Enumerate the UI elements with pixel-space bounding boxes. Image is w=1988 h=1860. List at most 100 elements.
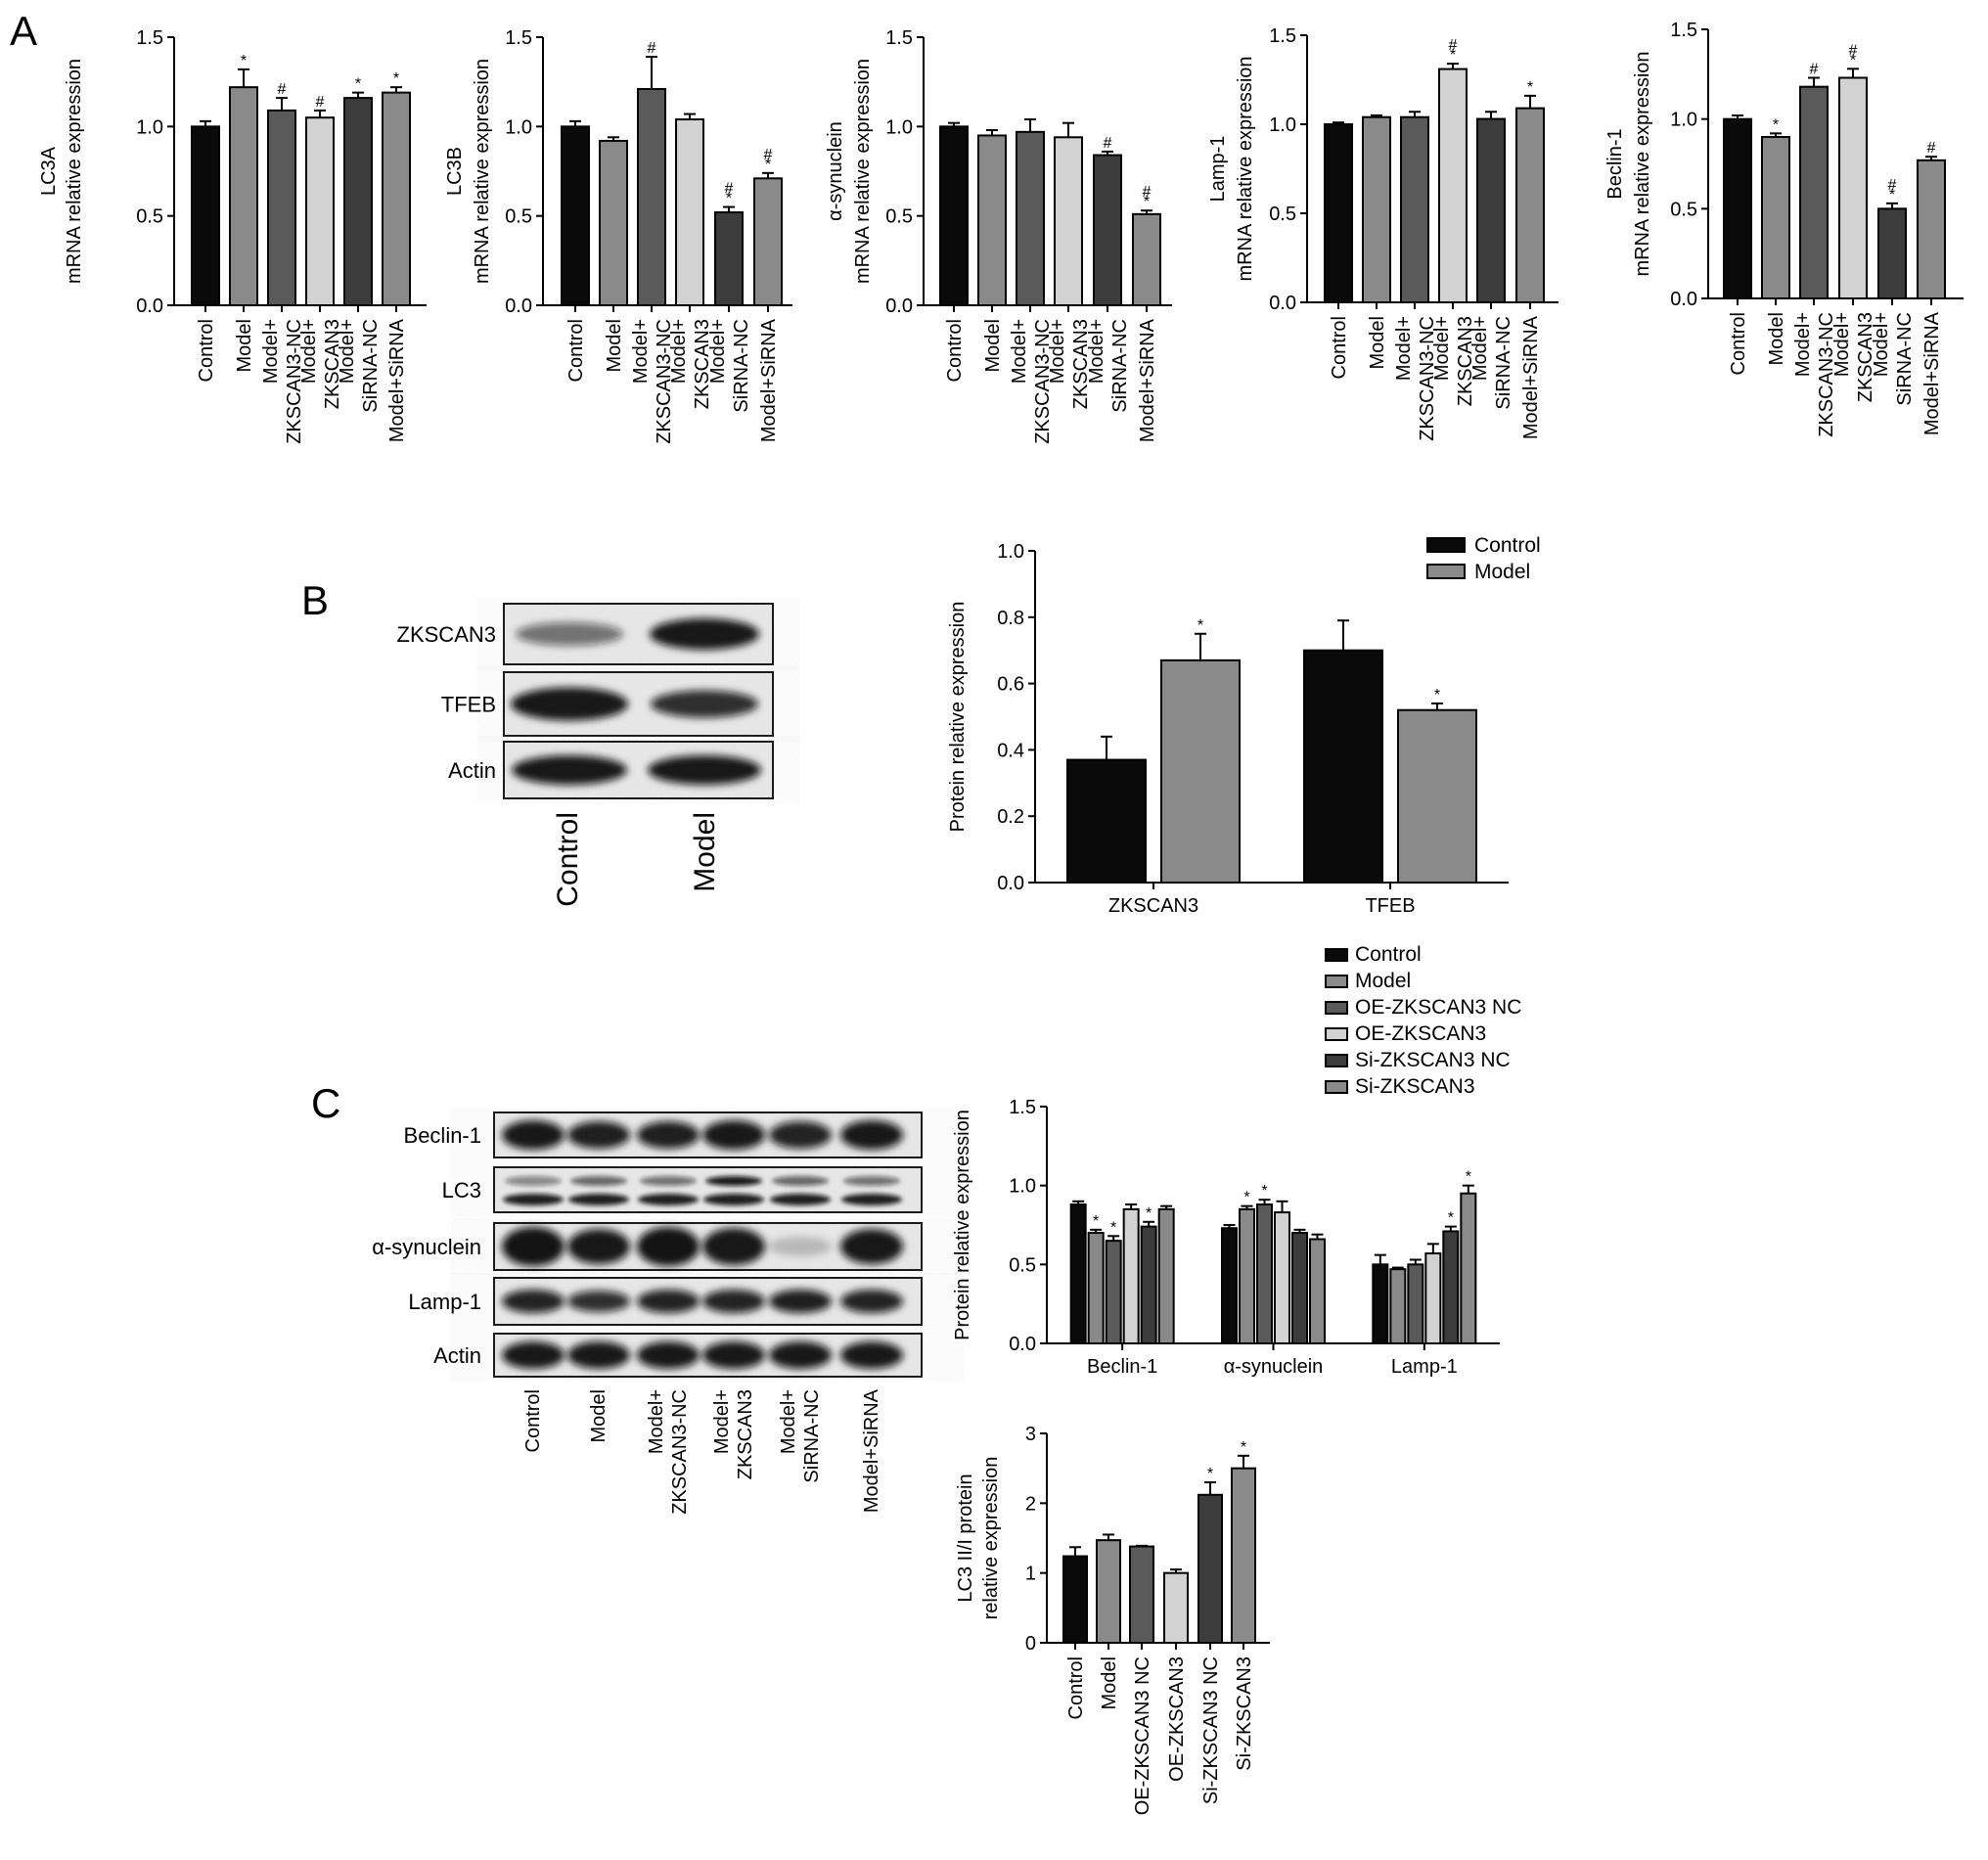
y-axis-label: mRNA relative expression (852, 59, 874, 284)
band-actin-model (648, 755, 761, 785)
band-actin-control (512, 755, 627, 785)
x-category-label-line: Model+SiRNA (386, 318, 408, 442)
band-tfeb-control (511, 687, 628, 721)
bar-model-zkscan3 (305, 116, 335, 306)
bar-model-zkscan3-nc (267, 109, 296, 307)
bar-tfeb-model (1397, 708, 1477, 884)
band-synuclein-model (567, 1229, 630, 1264)
legend-label-oe-zkscan3-nc: OE-ZKSCAN3 NC (1355, 996, 1521, 1019)
x-category-label-line: Model+ (1469, 316, 1491, 381)
hash-significance-mark: # (648, 40, 656, 57)
hash-significance-mark: # (1810, 62, 1819, 78)
x-category-label-line: SiRNA-NC (360, 319, 382, 413)
band-tfeb-model (651, 690, 758, 718)
bar-beclin-1-oe-zkscan3 (1122, 1207, 1140, 1345)
x-category-label: Si-ZKSCAN3 NC (1200, 1656, 1222, 1804)
x-category-label: Model+ SiRNA-NC (707, 319, 752, 413)
x-category-label: Model+ ZKSCAN3-NC (1393, 316, 1438, 441)
x-category-label-line: Model+ (337, 319, 358, 384)
x-category-label-line: Control (1728, 312, 1749, 375)
blot-lane-label-line: SiRNA-NC (801, 1389, 823, 1483)
y-axis-label: LC3B (444, 147, 466, 196)
legend-swatch-si-zkscan3-nc (1325, 1054, 1348, 1067)
bar-lamp-1-control (1372, 1263, 1389, 1345)
asterisk-significance-mark: * (1241, 1439, 1246, 1456)
bar-beclin-1-si-zkscan3 (1157, 1207, 1175, 1345)
band-lamp-1-model (567, 1291, 630, 1312)
x-category-label-line: Control (1329, 316, 1350, 379)
bar-control (939, 125, 969, 306)
hash-significance-mark: # (1449, 37, 1458, 54)
band-lamp-1-model-sirna (840, 1290, 903, 1313)
panel-label-b: B (301, 577, 329, 623)
western-blot-c: Beclin-1 LC3 α-synuclein Lamp-1 Actin Control… (372, 1111, 923, 1515)
band-actin-model-sirna-nc (769, 1341, 832, 1369)
x-category-label: Beclin-1 (1087, 1356, 1157, 1378)
bar-model-sirna (1515, 107, 1545, 304)
x-category-label-line: Model (234, 319, 255, 372)
bar-model (977, 134, 1007, 306)
blot-row-label-tfeb: TFEB (441, 693, 496, 717)
band-beclin-1-model (567, 1121, 630, 1149)
asterisk-significance-mark: * (765, 157, 771, 173)
y-axis-label: relative expression (980, 1457, 1002, 1620)
blot-lane-label-line: Model (588, 1389, 610, 1442)
x-category-label: Model (1367, 316, 1388, 369)
x-category-label-line: Model+ (1871, 312, 1892, 377)
bar-si-zkscan3-nc (1197, 1493, 1223, 1644)
band-lc3-i-model-zkscan3-nc (640, 1176, 697, 1186)
legend: Control Model OE-ZKSCAN3 NC OE-ZKSCAN3 Si-ZK… (1325, 943, 1521, 1098)
bar-model (1362, 115, 1391, 303)
bar-zkscan3-control (1066, 758, 1147, 885)
x-category-label-line: Model (982, 319, 1004, 372)
band-lc3-ii-model-zkscan3 (703, 1194, 764, 1205)
x-category-label: Control (565, 319, 587, 382)
asterisk-significance-mark: * (1243, 1190, 1249, 1206)
x-category-label-line: Control (1065, 1656, 1087, 1719)
x-category-label: Model (234, 319, 255, 372)
bar-oe-zkscan3-nc (1129, 1545, 1154, 1645)
blot-lane-label-line: Model+ (646, 1389, 667, 1454)
band-actin-control (502, 1341, 565, 1369)
y-tick-label: 2 (1025, 1493, 1036, 1515)
blot-lane-label-model-zkscan3-nc: Model+ ZKSCAN3-NC (646, 1389, 691, 1515)
legend-swatch-model (1426, 564, 1466, 579)
legend-label-oe-zkscan3: OE-ZKSCAN3 (1355, 1022, 1486, 1045)
bar-model-sirna-nc (1476, 117, 1506, 304)
bar-model-zkscan3-nc (1400, 115, 1429, 303)
y-tick-label: 0.6 (997, 674, 1024, 696)
blot-row-label-zkscan3: ZKSCAN3 (397, 622, 496, 647)
bar-si-zkscan3 (1231, 1467, 1256, 1644)
chart-8: 0 1 2 3 LC3 II/I protein relative expression C… (955, 1424, 1270, 1815)
x-category-label-line: Model+ (1431, 316, 1453, 381)
band-lc3-i-model-sirna (843, 1176, 900, 1186)
bar-beclin-1-oe-zkscan3-nc (1105, 1240, 1122, 1344)
bar-model (229, 86, 258, 306)
x-category-label-line: ZKSCAN3 (1855, 312, 1876, 402)
band-synuclein-model-zkscan3 (702, 1228, 765, 1265)
bar-beclin-1-control (1069, 1203, 1087, 1344)
chart-6: 0.0 0.2 0.4 0.6 0.8 1.0 Protein relative expre… (947, 534, 1541, 917)
band-lc3-i-model-sirna-nc (772, 1176, 829, 1186)
chart-4: 0.0 0.5 1.0 1.5 Lamp-1 mRNA relative expressi… (1207, 25, 1559, 441)
y-tick-label: 0.4 (997, 740, 1024, 761)
blot-row-label-actin: Actin (433, 1343, 481, 1368)
bar-control (1723, 117, 1752, 299)
chart-5: 0.0 0.5 1.0 1.5 Beclin-1 mRNA relative expres… (1604, 20, 1964, 437)
blot-lane-label-model-zkscan3: Model+ ZKSCAN3 (711, 1389, 756, 1479)
asterisk-significance-mark: * (1207, 1466, 1213, 1482)
bar-model-zkscan3-nc (1016, 130, 1045, 306)
x-category-label-line: Model+SiRNA (758, 318, 780, 442)
hash-significance-mark: # (1888, 177, 1897, 194)
legend-swatch-control (1426, 537, 1466, 553)
chart-7: 0.0 0.5 1.0 1.5 Protein relative expression *… (952, 943, 1521, 1378)
asterisk-significance-mark: * (1144, 194, 1150, 210)
band-beclin-1-model-sirna-nc (769, 1121, 832, 1149)
x-category-label: Model+ ZKSCAN3 (1431, 316, 1476, 406)
y-axis-label: Beclin-1 (1604, 128, 1626, 199)
x-category-label: OE-ZKSCAN3 NC (1132, 1656, 1153, 1815)
x-category-label-line: ZKSCAN3-NC (1816, 312, 1837, 437)
asterisk-significance-mark: * (1527, 79, 1533, 96)
chart-3: 0.0 0.5 1.0 1.5 α-synuclein mRNA relative exp… (825, 27, 1172, 444)
